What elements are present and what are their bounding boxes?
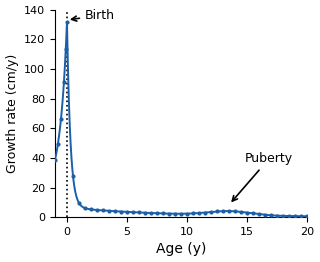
Y-axis label: Growth rate (cm/y): Growth rate (cm/y) <box>5 54 19 173</box>
X-axis label: Age (y): Age (y) <box>156 242 206 256</box>
Text: Puberty: Puberty <box>232 152 293 201</box>
Text: Birth: Birth <box>72 9 115 22</box>
